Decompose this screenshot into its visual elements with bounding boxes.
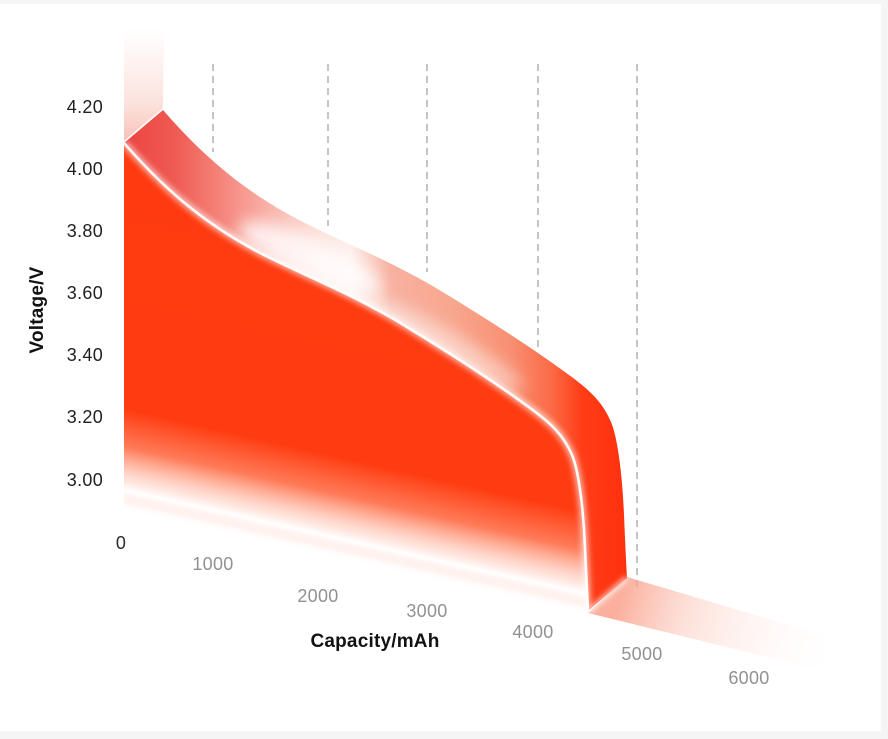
ribbon-edge-highlight-line <box>123 142 590 612</box>
x-tick-label-3000: 3000 <box>406 601 448 621</box>
x-tick-label-0: 0 <box>115 533 127 553</box>
x-tick-label-2000: 2000 <box>297 586 339 606</box>
y-tick-label: 3.60 <box>66 283 103 303</box>
x-tick-label-5000: 5000 <box>621 644 663 664</box>
y-tick-label: 3.20 <box>66 407 103 427</box>
ribbon-front-face <box>124 143 588 613</box>
y-tick-label: 3.00 <box>66 470 103 490</box>
y-tick-label: 4.00 <box>66 159 103 179</box>
y-tick-label: 3.40 <box>66 345 103 365</box>
y-tick-label: 3.80 <box>66 221 103 241</box>
y-tick-label: 4.20 <box>66 97 103 117</box>
gridlines <box>212 64 638 588</box>
x-tick-label-4000: 4000 <box>512 622 554 642</box>
ribbon-highlight-bright <box>238 221 382 295</box>
ribbon-top-fade-band <box>124 28 164 141</box>
y-axis-title: Voltage/V <box>27 266 48 354</box>
x-tick-label-6000: 6000 <box>728 668 770 688</box>
x-tick-label-1000: 1000 <box>192 554 234 574</box>
ribbon-endcap-glow <box>586 576 629 614</box>
ribbon-tail-fade-band <box>588 577 840 675</box>
x-axis-title: Capacity/mAh <box>310 631 440 652</box>
